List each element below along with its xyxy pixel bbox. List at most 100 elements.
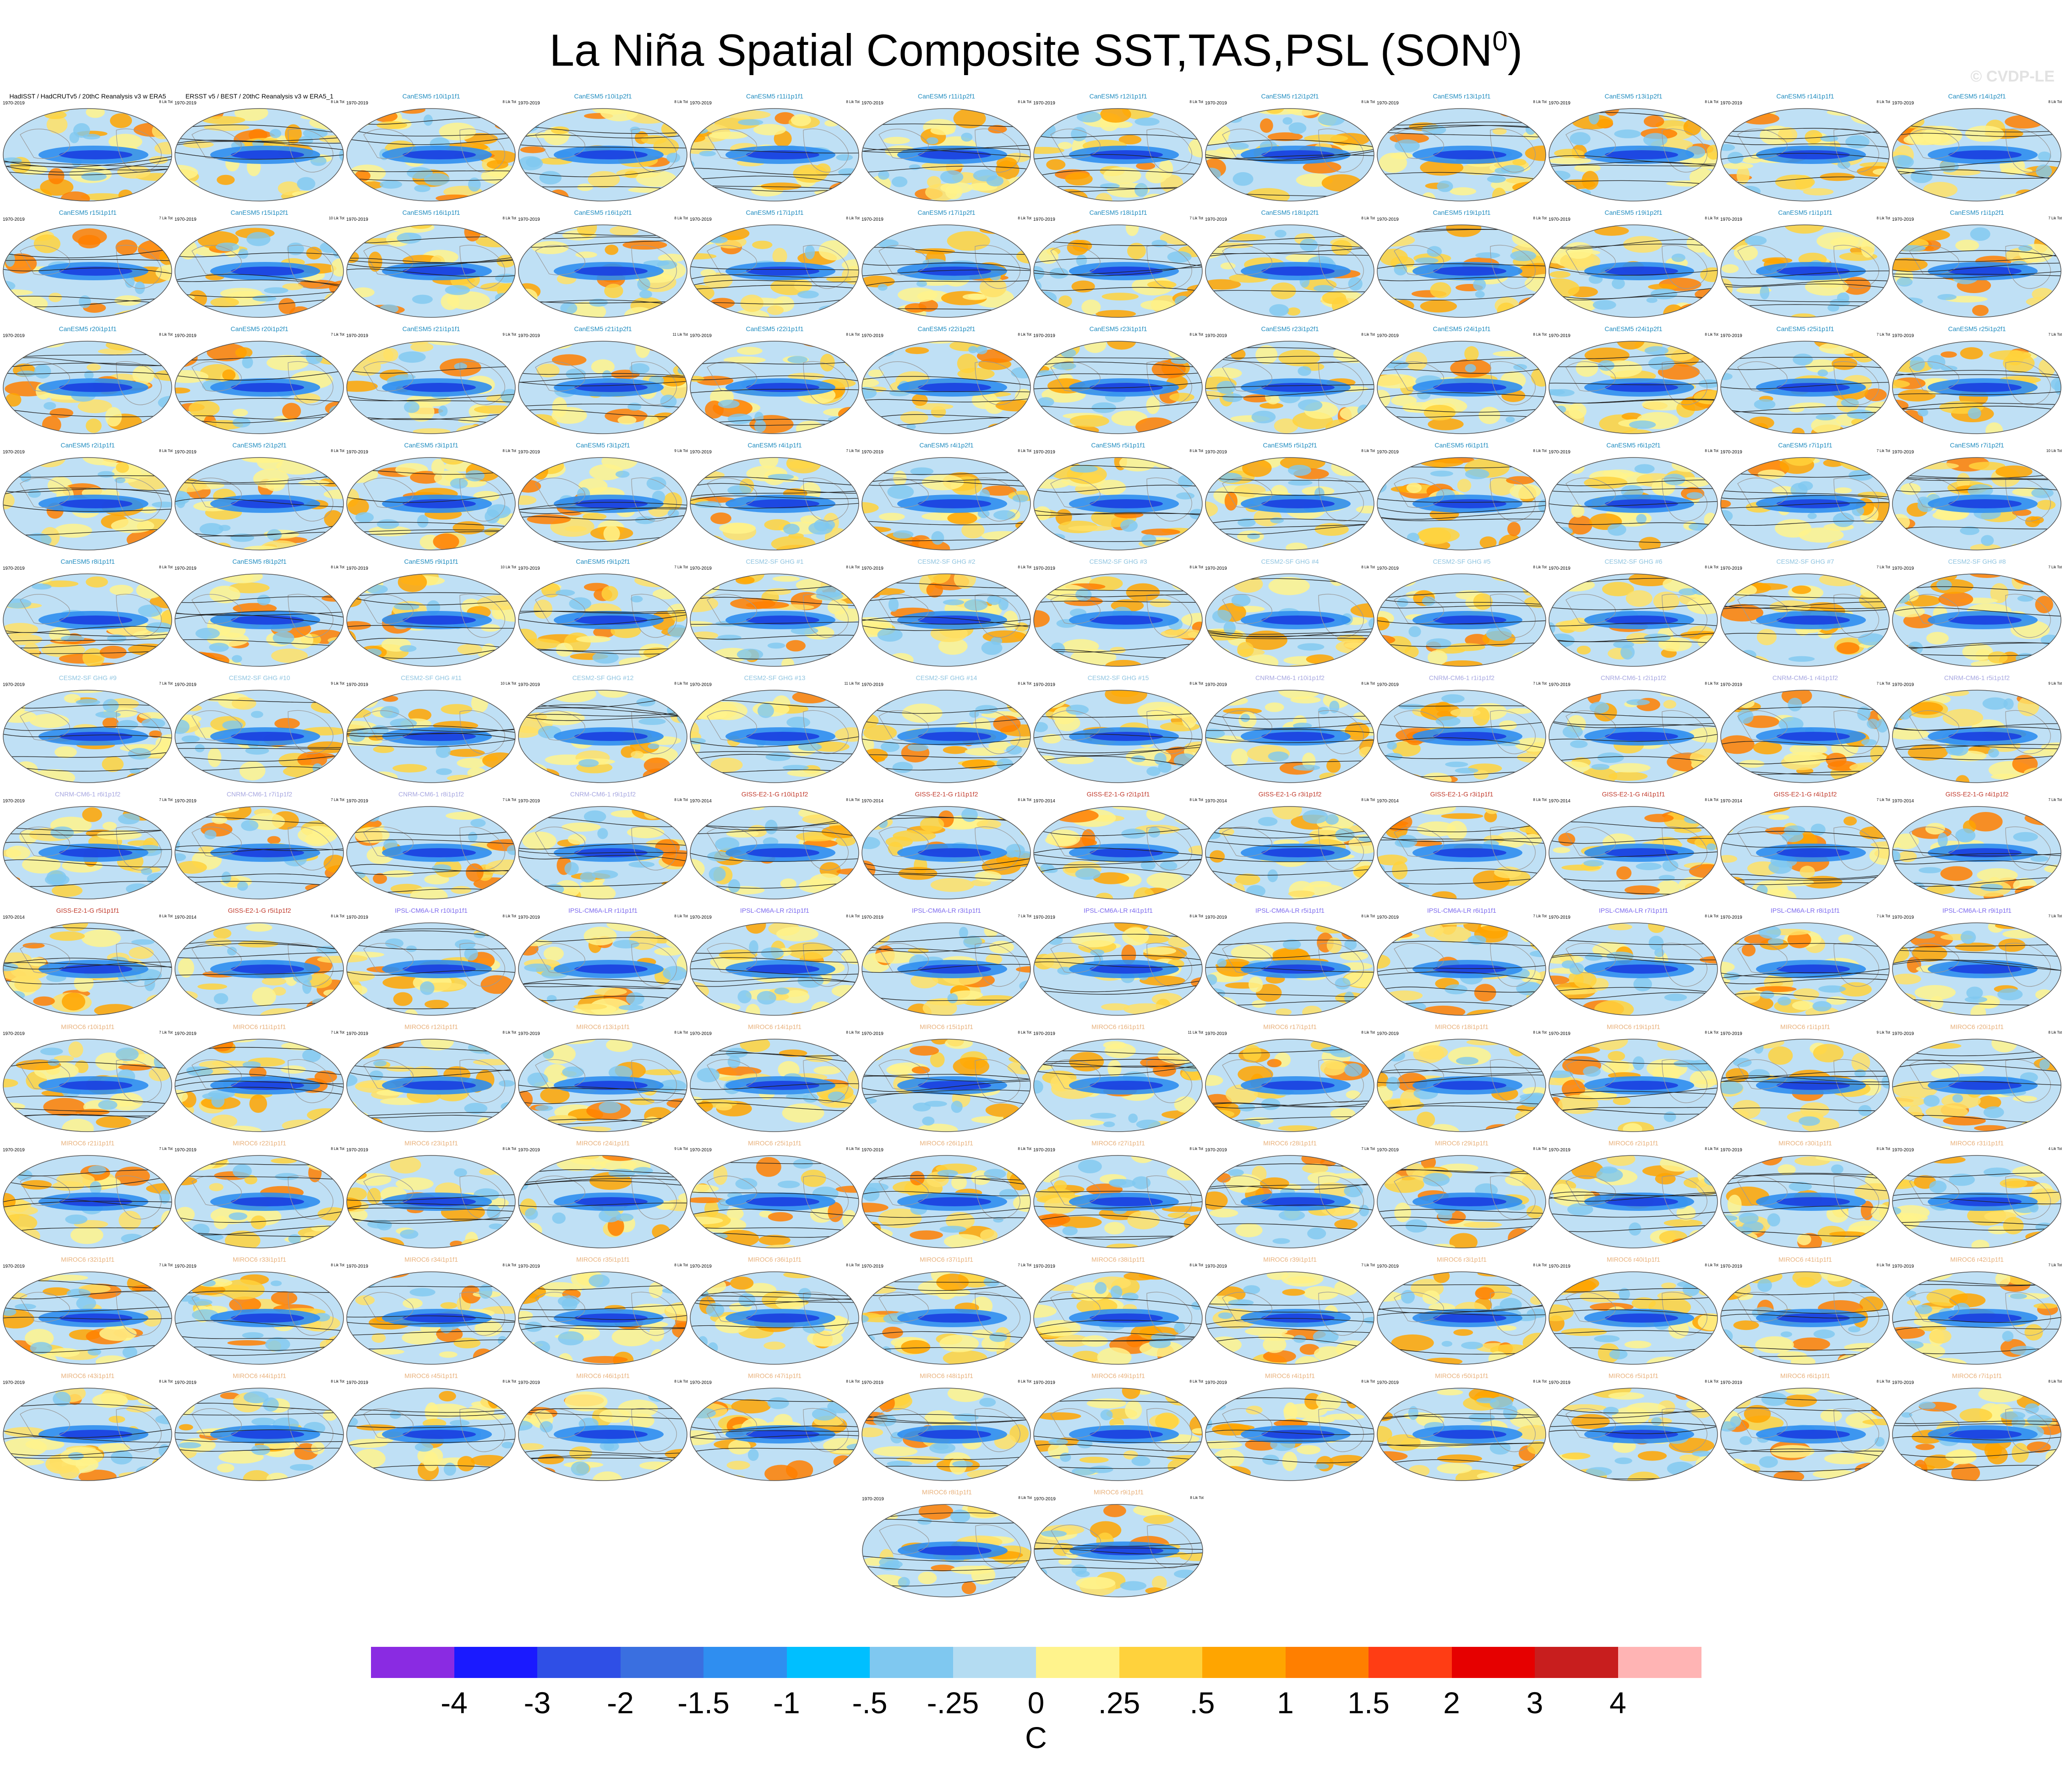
cool-anomaly — [597, 828, 608, 839]
composite-map — [1549, 806, 1718, 899]
cool-anomaly — [438, 405, 448, 417]
continent-outline — [2005, 128, 2051, 173]
warm-anomaly — [1514, 690, 1546, 699]
panel-title: CNRM-CM6-1 r7i1p1f2 — [226, 790, 293, 798]
panel-title: HadISST / HadCRUTv5 / 20thC Reanalysis v… — [9, 93, 166, 100]
warm-anomaly — [1034, 147, 1064, 154]
warm-anomaly — [1553, 847, 1570, 853]
cool-anomaly — [599, 1101, 621, 1114]
warm-anomaly — [968, 294, 986, 300]
continent-outline — [1662, 128, 1707, 173]
cool-anomaly — [1868, 888, 1883, 895]
warm-anomaly — [695, 535, 725, 550]
cool-anomaly — [468, 177, 481, 192]
warm-anomaly — [1231, 944, 1276, 961]
warm-anomaly — [600, 109, 639, 121]
warm-anomaly — [862, 275, 895, 288]
panel-title: CESM2-SF GHG #5 — [1433, 558, 1491, 565]
cool-anomaly — [1634, 464, 1655, 474]
warm-anomaly — [1058, 142, 1072, 149]
warm-anomaly — [194, 806, 240, 813]
warm-anomaly — [1058, 295, 1072, 307]
warm-anomaly — [1549, 157, 1592, 164]
psl-contour — [690, 360, 859, 366]
composite-map — [174, 922, 344, 1016]
cool-anomaly — [1598, 360, 1615, 371]
warm-anomaly — [22, 643, 40, 662]
panel-stats: 8 Lik Tot — [1018, 565, 1031, 569]
map-panel: CanESM5 r5i1p2f1 1970-2019 8 Lik Tot — [1204, 441, 1376, 553]
globe-outline — [1720, 224, 1890, 318]
cool-anomaly — [1788, 697, 1802, 712]
composite-map — [174, 108, 344, 202]
cool-anomaly — [658, 461, 676, 473]
cool-anomaly — [209, 643, 229, 652]
cool-anomaly — [628, 861, 655, 868]
warm-anomaly — [610, 225, 639, 236]
warm-anomaly — [1122, 927, 1149, 946]
panel-stats: 7 Lik Tot — [2048, 914, 2062, 918]
pacific-cold-core — [574, 383, 648, 392]
cool-anomaly — [757, 703, 774, 718]
cool-anomaly — [181, 735, 200, 743]
panel-years: 1970-2019 — [3, 217, 25, 222]
warm-anomaly — [140, 193, 172, 201]
cool-anomaly — [1034, 266, 1045, 280]
panel-stats: 10 Lik Tot — [500, 681, 516, 686]
warm-anomaly — [971, 391, 998, 409]
warm-anomaly — [1205, 391, 1222, 400]
panel-stats: 8 Lik Tot — [1705, 449, 1718, 453]
composite-map — [1033, 108, 1203, 202]
title-suffix: ) — [1507, 25, 1523, 76]
map-panel: GISS-E2-1-G r5i1p1f2 1970-2014 8 Lik Tot — [174, 906, 345, 1018]
panel-years: 1970-2019 — [1892, 217, 1914, 222]
warm-anomaly — [278, 181, 300, 196]
psl-contour — [175, 290, 344, 298]
continent-outline — [2005, 245, 2051, 289]
panel-years: 1970-2019 — [1033, 566, 1055, 571]
cool-anomaly — [1510, 250, 1537, 261]
warm-anomaly — [202, 116, 245, 124]
cool-anomaly — [1060, 348, 1076, 358]
warm-anomaly — [2036, 500, 2056, 510]
panel-years: 1970-2019 — [518, 101, 540, 106]
warm-anomaly — [1531, 816, 1546, 824]
warm-anomaly — [451, 886, 472, 894]
map-panel: CESM2-SF GHG #4 1970-2019 8 Lik Tot — [1204, 557, 1376, 669]
cool-anomaly — [1909, 356, 1925, 371]
composite-map — [518, 922, 687, 1016]
warm-anomaly — [1365, 988, 1374, 1004]
cool-anomaly — [1486, 627, 1512, 641]
warm-anomaly — [1834, 487, 1852, 494]
continent-outline — [191, 361, 242, 392]
warm-anomaly — [1644, 814, 1674, 823]
composite-map — [1377, 224, 1546, 318]
cool-anomaly — [1288, 122, 1307, 134]
cool-anomaly — [269, 129, 282, 138]
warm-anomaly — [1125, 225, 1139, 236]
warm-anomaly — [1126, 583, 1160, 602]
continent-outline — [878, 245, 929, 275]
warm-anomaly — [1227, 234, 1266, 241]
pacific-cold-core — [918, 383, 991, 392]
panel-title: CanESM5 r14i1p1f1 — [1776, 93, 1834, 100]
cool-anomaly — [1437, 180, 1453, 192]
psl-contour — [175, 141, 344, 151]
map-panel: MIROC6 r12i1p1f1 1970-2019 8 Lik Tot — [345, 1022, 517, 1134]
panel-years: 1970-2019 — [1377, 101, 1399, 106]
warm-anomaly — [175, 341, 202, 348]
warm-anomaly — [453, 521, 485, 534]
warm-anomaly — [1377, 923, 1391, 932]
cool-anomaly — [1445, 762, 1468, 768]
warm-anomaly — [1001, 546, 1017, 550]
panel-title: CanESM5 r18i1p1f1 — [1089, 209, 1147, 216]
panel-title: CanESM5 r15i1p2f1 — [230, 209, 289, 216]
warm-anomaly — [1169, 392, 1194, 402]
psl-contour — [518, 372, 687, 377]
psl-contour — [3, 165, 172, 170]
panel-stats: 7 Lik Tot — [1533, 681, 1547, 686]
warm-anomaly — [383, 348, 398, 362]
warm-anomaly — [1995, 923, 2022, 929]
warm-anomaly — [841, 259, 859, 272]
composite-map — [1720, 108, 1890, 202]
